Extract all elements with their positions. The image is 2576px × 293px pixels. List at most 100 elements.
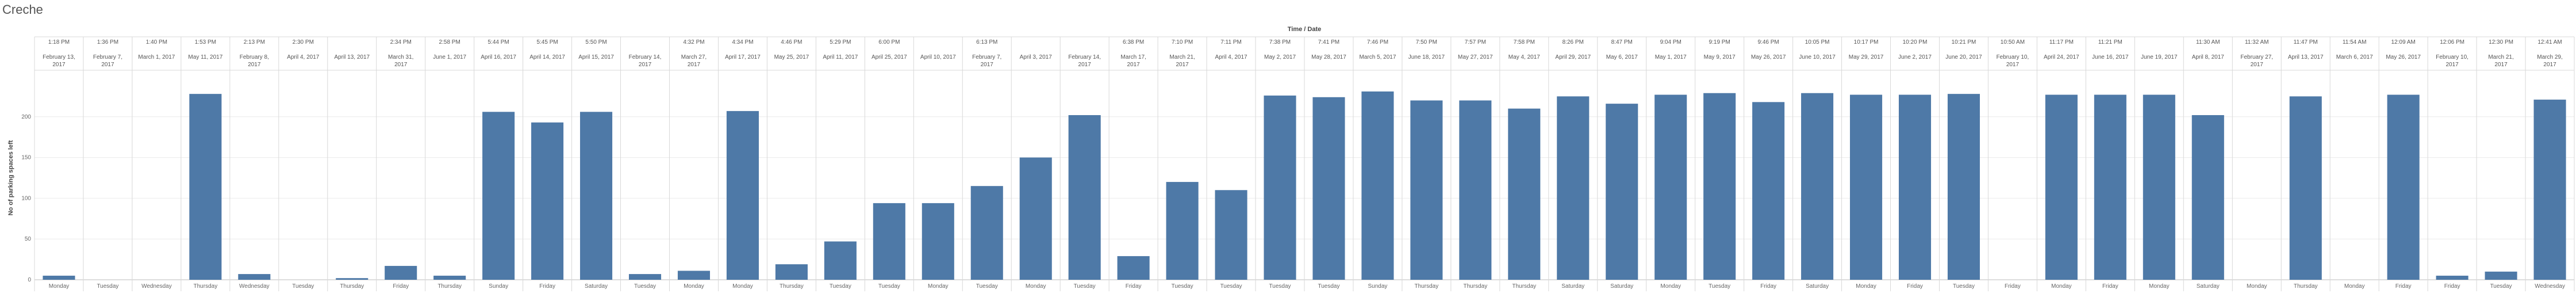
date-label: 2017 <box>1078 62 1092 68</box>
day-label: Tuesday <box>1318 283 1339 290</box>
day-label: Saturday <box>1806 283 1829 290</box>
time-label: 11:17 PM <box>2049 39 2074 45</box>
day-label: Monday <box>732 283 753 290</box>
date-label: June 19, 2017 <box>2141 54 2178 60</box>
day-label: Thursday <box>780 283 804 290</box>
bar <box>1703 93 1736 280</box>
time-label: 4:34 PM <box>732 39 753 45</box>
time-label: 12:09 AM <box>2391 39 2416 45</box>
y-axis: 0 50 100 150 200 No of parking spaces left <box>7 114 31 283</box>
time-label: 1:18 PM <box>48 39 70 45</box>
time-label: 2:34 PM <box>390 39 412 45</box>
time-label: 1:40 PM <box>146 39 167 45</box>
date-label: March 6, 2017 <box>2336 54 2373 60</box>
date-label: April 15, 2017 <box>578 54 614 60</box>
date-label: April 25, 2017 <box>872 54 907 60</box>
bar <box>1508 108 1541 280</box>
time-label: 5:44 PM <box>488 39 509 45</box>
column-dividers <box>34 37 2575 291</box>
day-label: Wednesday <box>2535 283 2565 290</box>
time-label: 9:04 PM <box>1660 39 1681 45</box>
date-label: February 7, <box>93 54 122 60</box>
day-label: Friday <box>393 283 409 290</box>
bar <box>1606 104 1638 280</box>
date-label: April 8, 2017 <box>2192 54 2225 60</box>
date-label: May 26, 2017 <box>2386 54 2421 60</box>
day-label: Thursday <box>437 283 462 290</box>
date-label: May 11, 2017 <box>188 54 222 60</box>
time-label: 2:13 PM <box>244 39 265 45</box>
date-label: April 4, 2017 <box>287 54 320 60</box>
day-label: Tuesday <box>1172 283 1193 290</box>
date-label: April 10, 2017 <box>920 54 956 60</box>
bar <box>1361 91 1394 280</box>
day-label: Monday <box>2344 283 2365 290</box>
day-label: Wednesday <box>239 283 270 290</box>
date-label: June 20, 2017 <box>1945 54 1982 60</box>
time-label: 2:58 PM <box>439 39 460 45</box>
bar <box>1264 95 1296 280</box>
bar <box>1947 94 1980 280</box>
day-label: Tuesday <box>1953 283 1975 290</box>
day-label: Friday <box>539 283 555 290</box>
day-label: Tuesday <box>292 283 314 290</box>
bar <box>1654 94 1687 280</box>
time-label: 7:58 PM <box>1514 39 1535 45</box>
bar <box>775 264 808 280</box>
date-label: April 4, 2017 <box>1215 54 1247 60</box>
date-label: February 7, <box>972 54 1001 60</box>
header-title: Time / Date <box>1288 26 1322 33</box>
time-label: 7:11 PM <box>1220 39 1242 45</box>
bar <box>1459 100 1492 280</box>
time-label: 5:29 PM <box>830 39 851 45</box>
date-label: April 14, 2017 <box>529 54 565 60</box>
date-label: June 1, 2017 <box>433 54 466 60</box>
day-label: Monday <box>1856 283 1876 290</box>
bar <box>1801 93 1834 280</box>
time-label: 12:41 AM <box>2537 39 2562 45</box>
column-header: Time / Date 1:18 PM February 13, 2017 1:36 P… <box>43 26 2563 68</box>
day-label: Friday <box>2444 283 2460 290</box>
day-label: Sunday <box>489 283 508 290</box>
date-label: February 14, <box>629 54 662 60</box>
date-label: May 29, 2017 <box>1849 54 1884 60</box>
date-label: February 10, <box>1997 54 2029 60</box>
day-label: Monday <box>2247 283 2267 290</box>
time-label: 11:30 AM <box>2196 39 2220 45</box>
date-label: 2017 <box>2543 62 2556 68</box>
y-tick-label: 200 <box>21 114 31 120</box>
bar <box>2094 94 2126 280</box>
day-label: Saturday <box>2197 283 2220 290</box>
day-label: Monday <box>928 283 949 290</box>
time-label: 7:38 PM <box>1269 39 1291 45</box>
time-label: 6:38 PM <box>1123 39 1144 45</box>
bar <box>531 122 564 280</box>
day-label: Tuesday <box>97 283 118 290</box>
day-label: Tuesday <box>1269 283 1291 290</box>
date-label: March 29, <box>2537 54 2562 60</box>
date-label: April 17, 2017 <box>725 54 761 60</box>
date-label: May 4, 2017 <box>1508 54 1540 60</box>
date-label: 2017 <box>2251 62 2264 68</box>
time-label: 12:06 PM <box>2440 39 2464 45</box>
y-tick-label: 0 <box>28 277 31 283</box>
bar <box>1166 182 1199 280</box>
day-label: Tuesday <box>634 283 656 290</box>
bar <box>726 111 759 280</box>
time-label: 6:00 PM <box>878 39 900 45</box>
day-label: Tuesday <box>1074 283 1096 290</box>
day-label: Wednesday <box>141 283 172 290</box>
time-label: 7:10 PM <box>1172 39 1193 45</box>
bar <box>824 241 857 280</box>
date-label: 2017 <box>2494 62 2508 68</box>
day-label: Monday <box>684 283 704 290</box>
day-label: Thursday <box>1512 283 1536 290</box>
time-label: 10:20 PM <box>1903 39 1928 45</box>
day-label: Monday <box>2051 283 2072 290</box>
bar <box>677 271 711 280</box>
day-label: Saturday <box>1610 283 1633 290</box>
bar <box>1019 157 1052 280</box>
date-label: June 2, 2017 <box>1898 54 1932 60</box>
bar <box>1410 100 1443 280</box>
day-label: Saturday <box>1561 283 1584 290</box>
